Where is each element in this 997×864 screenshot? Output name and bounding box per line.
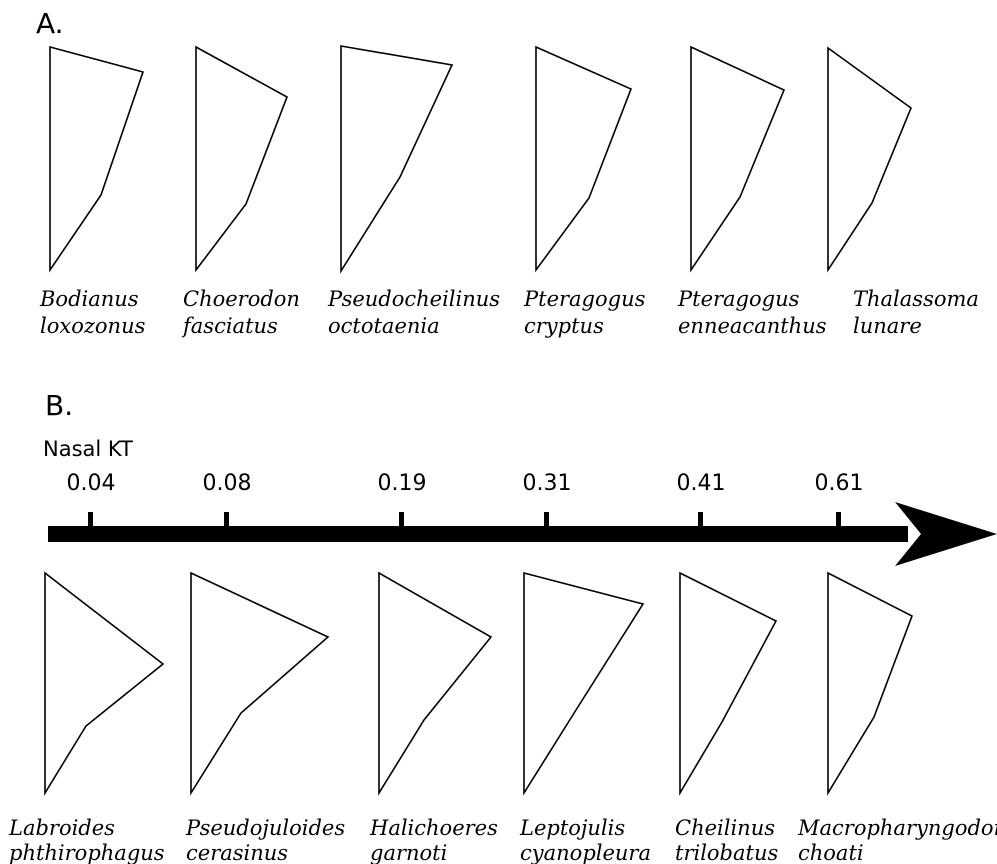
species-name-a3: Pseudocheilinus octotaenia [327, 287, 507, 338]
linkage-outline-b3 [378, 571, 493, 796]
kt-tick-mark [399, 512, 404, 528]
kt-value-label: 0.41 [677, 471, 726, 496]
species-name-a1: Bodianus loxozonus [39, 287, 146, 338]
species-name-b5: Cheilinus trilobatus [675, 816, 782, 864]
panel-a: A. Bodianus loxozonus Choerodon fasciatu… [36, 7, 986, 338]
kt-value-label: 0.31 [523, 471, 572, 496]
linkage-outline-a3 [340, 45, 454, 274]
kt-tick-mark [698, 512, 703, 528]
kt-axis-arrowhead [895, 502, 997, 566]
linkage-outline-a2 [195, 45, 288, 273]
kt-value-label: 0.04 [67, 471, 116, 496]
species-name-b3: Halichoeres garnoti [369, 816, 505, 864]
kt-tick-mark [836, 512, 841, 528]
species-name-a5: Pteragogus enneacanthus [677, 287, 827, 338]
species-name-a2: Choerodon fasciatus [181, 287, 307, 338]
linkage-outline-a6 [827, 46, 912, 273]
kt-tick-mark [544, 512, 549, 528]
species-name-b4: Leptojulis cyanopleura [519, 816, 651, 864]
linkage-outline-a4 [535, 45, 633, 273]
kt-axis-bar [48, 526, 908, 542]
linkage-outline-a5 [690, 45, 786, 273]
kt-tick-mark [224, 512, 229, 528]
nasal-kt-axis-title: Nasal KT [43, 437, 133, 461]
linkage-outline-a1 [49, 45, 145, 273]
panel-b: B. Nasal KT 0.04 0.08 0.19 0.31 0.41 0.6… [8, 389, 997, 864]
kt-value-label: 0.08 [203, 471, 252, 496]
kt-value-label: 0.19 [378, 471, 427, 496]
kt-tick-mark [88, 512, 93, 528]
linkage-outline-b1 [44, 571, 165, 796]
linkage-outline-b6 [827, 571, 914, 796]
species-name-b2: Pseudojuloides cerasinus [185, 816, 352, 864]
linkage-outline-b5 [679, 571, 778, 796]
linkage-outline-b4 [523, 571, 645, 796]
species-name-a4: Pteragogus cryptus [523, 287, 652, 338]
kt-value-label: 0.61 [815, 471, 864, 496]
species-name-a6: Thalassoma lunare [853, 287, 986, 338]
panel-a-label: A. [36, 7, 64, 40]
species-name-b1: Labroides phthirophagus [8, 816, 165, 864]
species-name-b6: Macropharyngodon choati [797, 816, 997, 864]
linkage-outline-b2 [190, 571, 330, 796]
panel-b-label: B. [45, 389, 73, 422]
